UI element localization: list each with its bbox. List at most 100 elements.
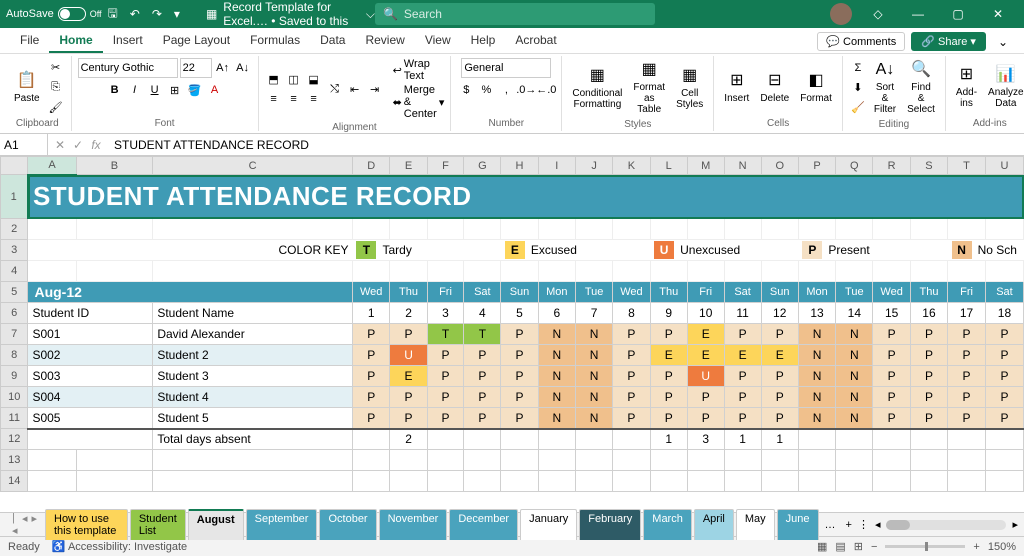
attendance-cell[interactable]: P bbox=[501, 324, 538, 345]
attendance-cell[interactable]: N bbox=[576, 366, 613, 387]
copy-icon[interactable]: ⎘ bbox=[47, 78, 65, 96]
col-header-E[interactable]: E bbox=[390, 157, 427, 175]
zoom-out-icon[interactable]: − bbox=[871, 541, 877, 553]
cell[interactable] bbox=[538, 261, 575, 282]
day-number-12[interactable]: 12 bbox=[761, 303, 798, 324]
day-header-1[interactable]: Wed bbox=[352, 282, 389, 303]
day-header-2[interactable]: Thu bbox=[390, 282, 427, 303]
day-number-1[interactable]: 1 bbox=[352, 303, 389, 324]
total-cell[interactable] bbox=[836, 429, 873, 450]
total-cell[interactable] bbox=[873, 429, 910, 450]
student-name[interactable]: Student 2 bbox=[153, 345, 353, 366]
font-family-input[interactable] bbox=[78, 58, 178, 78]
attendance-cell[interactable]: N bbox=[798, 324, 835, 345]
cell[interactable] bbox=[464, 450, 501, 471]
cell[interactable] bbox=[761, 219, 798, 240]
attendance-cell[interactable]: P bbox=[650, 366, 687, 387]
redo-icon[interactable]: ↷ bbox=[146, 0, 168, 28]
row-header-3[interactable]: 3 bbox=[1, 240, 28, 261]
attendance-cell[interactable]: E bbox=[687, 324, 724, 345]
attendance-cell[interactable]: N bbox=[576, 345, 613, 366]
day-number-7[interactable]: 7 bbox=[576, 303, 613, 324]
cell[interactable] bbox=[576, 261, 613, 282]
sheet-tab-january[interactable]: January bbox=[520, 509, 577, 540]
attendance-cell[interactable]: P bbox=[985, 345, 1023, 366]
tab-next-icon[interactable]: ▸ bbox=[31, 512, 37, 537]
row-header-8[interactable]: 8 bbox=[1, 345, 28, 366]
attendance-cell[interactable]: P bbox=[427, 387, 464, 408]
cell[interactable] bbox=[501, 219, 538, 240]
col-header-U[interactable]: U bbox=[985, 157, 1023, 175]
attendance-cell[interactable]: P bbox=[501, 345, 538, 366]
day-header-12[interactable]: Sun bbox=[761, 282, 798, 303]
conditional-formatting-button[interactable]: ▦Conditional Formatting bbox=[568, 64, 626, 112]
row-header-10[interactable]: 10 bbox=[1, 387, 28, 408]
cut-icon[interactable]: ✂ bbox=[47, 58, 65, 76]
day-number-10[interactable]: 10 bbox=[687, 303, 724, 324]
delete-button[interactable]: ⊟Delete bbox=[756, 69, 793, 106]
sheet-tab-march[interactable]: March bbox=[643, 509, 692, 540]
cell[interactable] bbox=[873, 219, 910, 240]
row-header-12[interactable]: 12 bbox=[1, 429, 28, 450]
cell[interactable] bbox=[761, 261, 798, 282]
cell[interactable] bbox=[613, 450, 650, 471]
total-cell[interactable] bbox=[464, 429, 501, 450]
day-header-4[interactable]: Sat bbox=[464, 282, 501, 303]
attendance-cell[interactable]: N bbox=[798, 387, 835, 408]
row-header-6[interactable]: 6 bbox=[1, 303, 28, 324]
col-header-R[interactable]: R bbox=[873, 157, 910, 175]
attendance-cell[interactable]: E bbox=[761, 345, 798, 366]
col-header-L[interactable]: L bbox=[650, 157, 687, 175]
col-header-K[interactable]: K bbox=[613, 157, 650, 175]
row-header-2[interactable]: 2 bbox=[1, 219, 28, 240]
decrease-decimal-icon[interactable]: ←.0 bbox=[537, 81, 555, 99]
attendance-cell[interactable]: P bbox=[910, 324, 947, 345]
day-header-17[interactable]: Fri bbox=[948, 282, 986, 303]
row-header-5[interactable]: 5 bbox=[1, 282, 28, 303]
cell[interactable] bbox=[724, 219, 761, 240]
day-number-16[interactable]: 16 bbox=[910, 303, 947, 324]
cell[interactable] bbox=[873, 450, 910, 471]
cell[interactable] bbox=[352, 471, 389, 492]
attendance-cell[interactable]: P bbox=[464, 366, 501, 387]
attendance-cell[interactable]: N bbox=[538, 345, 575, 366]
attendance-cell[interactable]: P bbox=[724, 408, 761, 429]
col-header-A[interactable]: A bbox=[28, 157, 76, 175]
zoom-slider[interactable] bbox=[885, 545, 965, 548]
cell[interactable] bbox=[724, 471, 761, 492]
cell[interactable] bbox=[576, 219, 613, 240]
cell[interactable] bbox=[390, 471, 427, 492]
attendance-cell[interactable]: P bbox=[687, 387, 724, 408]
total-cell[interactable] bbox=[985, 429, 1023, 450]
new-sheet-icon[interactable]: + bbox=[842, 519, 856, 531]
attendance-cell[interactable]: P bbox=[910, 387, 947, 408]
attendance-cell[interactable]: P bbox=[390, 408, 427, 429]
sheet-tab-june[interactable]: June bbox=[777, 509, 819, 540]
student-id[interactable]: S002 bbox=[28, 345, 153, 366]
sort-filter-button[interactable]: A↓Sort & Filter bbox=[870, 58, 900, 117]
cell[interactable] bbox=[352, 261, 389, 282]
attendance-cell[interactable]: N bbox=[576, 408, 613, 429]
attendance-cell[interactable]: P bbox=[352, 366, 389, 387]
total-cell[interactable] bbox=[798, 429, 835, 450]
align-left-icon[interactable]: ≡ bbox=[265, 90, 283, 108]
total-cell[interactable]: 1 bbox=[724, 429, 761, 450]
day-header-3[interactable]: Fri bbox=[427, 282, 464, 303]
sheet-tab-student-list[interactable]: Student List bbox=[130, 509, 186, 540]
attendance-cell[interactable]: N bbox=[798, 345, 835, 366]
attendance-cell[interactable]: P bbox=[650, 324, 687, 345]
horizontal-scrollbar[interactable] bbox=[886, 520, 1006, 530]
total-cell[interactable] bbox=[613, 429, 650, 450]
align-right-icon[interactable]: ≡ bbox=[305, 90, 323, 108]
italic-button[interactable]: I bbox=[126, 81, 144, 99]
menu-home[interactable]: Home bbox=[49, 29, 102, 53]
col-header-F[interactable]: F bbox=[427, 157, 464, 175]
merge-center-button[interactable]: ⬌ Merge & Center ▾ bbox=[393, 84, 445, 120]
total-cell[interactable]: 2 bbox=[390, 429, 427, 450]
menu-review[interactable]: Review bbox=[355, 29, 414, 53]
menu-page-layout[interactable]: Page Layout bbox=[153, 29, 240, 53]
cell[interactable] bbox=[687, 450, 724, 471]
month-header[interactable]: Aug-12 bbox=[28, 282, 353, 303]
cell[interactable] bbox=[985, 450, 1023, 471]
attendance-cell[interactable]: P bbox=[613, 408, 650, 429]
